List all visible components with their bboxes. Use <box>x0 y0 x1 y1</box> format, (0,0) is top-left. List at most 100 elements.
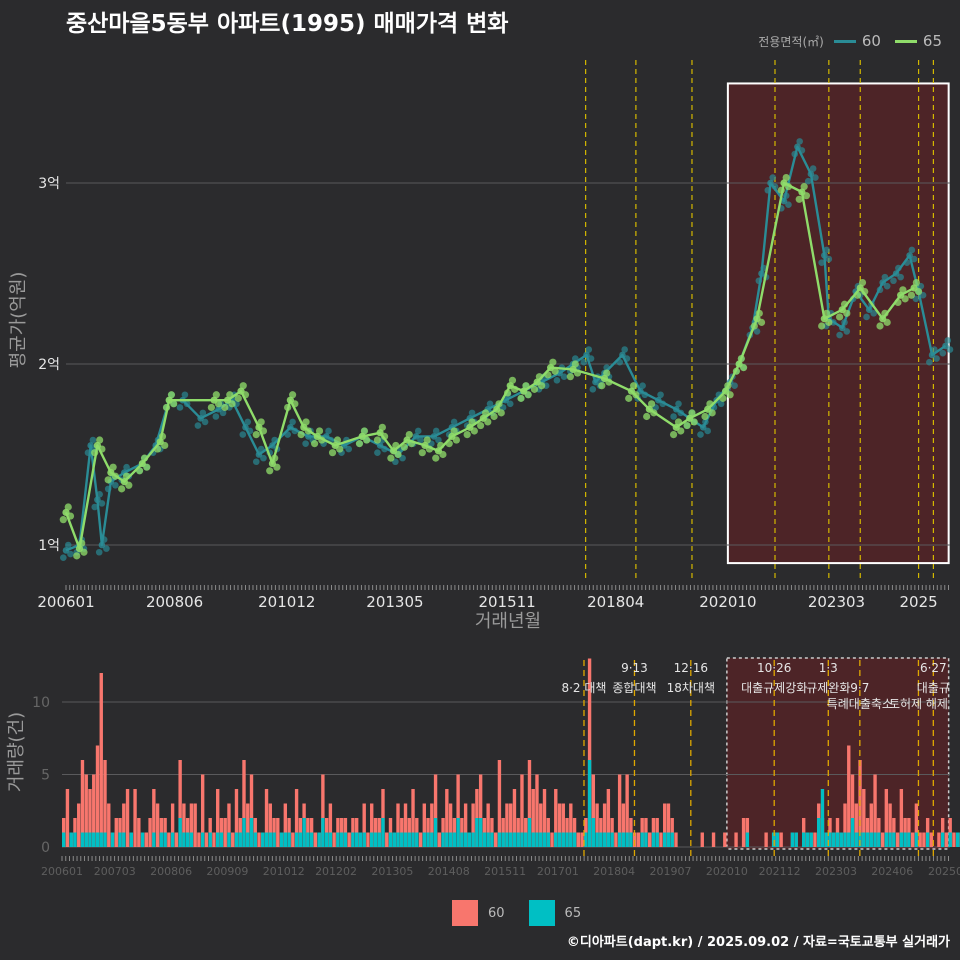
volume-bar-65 <box>152 832 156 847</box>
price-point-65 <box>912 278 920 287</box>
volume-bar-65 <box>565 832 569 847</box>
bar-legend-label-65: 65 <box>564 905 582 921</box>
price-point-65 <box>683 421 691 430</box>
volume-bar-65 <box>317 832 321 847</box>
volume-bar-60 <box>84 774 88 847</box>
price-point-60 <box>345 445 353 453</box>
volume-bar-60 <box>99 673 103 847</box>
volume-bar-65 <box>392 832 396 847</box>
volume-bar-60 <box>80 760 85 847</box>
price-point-60 <box>417 436 424 444</box>
bar-x-tick-label: 200909 <box>206 865 248 878</box>
price-point-65 <box>125 481 133 489</box>
volume-bar-65 <box>336 832 340 847</box>
volume-bar-60 <box>813 832 817 847</box>
price-point-65 <box>387 454 395 462</box>
bar-x-tick-label: 201012 <box>263 865 305 878</box>
price-point-65 <box>757 318 766 326</box>
volume-bar-65 <box>407 832 411 847</box>
price-point-65 <box>80 548 88 556</box>
volume-bar-65 <box>294 832 299 847</box>
price-point-65 <box>701 412 709 421</box>
volume-bar-65 <box>448 832 453 847</box>
volume-bar-60 <box>362 803 366 847</box>
price-point-65 <box>59 516 67 524</box>
volume-bar-65 <box>445 832 449 847</box>
volume-bar-65 <box>617 832 622 847</box>
volume-bar-60 <box>321 774 325 847</box>
volume-bar-65 <box>805 832 810 847</box>
volume-bar-60 <box>520 774 524 847</box>
volume-bar-65 <box>490 832 494 847</box>
policy-annotation: 12·16 <box>674 661 708 675</box>
price-point-65 <box>373 436 382 444</box>
volume-bar-65 <box>877 832 881 847</box>
volume-bar-65 <box>858 832 862 847</box>
volume-bar-65 <box>373 832 378 847</box>
volume-bar-65 <box>610 832 614 847</box>
volume-bar-60 <box>204 832 209 847</box>
volume-bar-65 <box>328 832 333 847</box>
price-point-65 <box>825 318 833 326</box>
volume-bar-60 <box>918 832 922 847</box>
volume-bar-65 <box>377 832 381 847</box>
volume-bar-60 <box>557 803 562 847</box>
volume-bar-60 <box>88 789 92 847</box>
volume-bar-60 <box>264 789 269 847</box>
volume-bar-60 <box>659 832 663 847</box>
price-point-65 <box>858 278 867 287</box>
price-point-60 <box>697 431 704 438</box>
volume-bar-60 <box>347 832 351 847</box>
volume-bar-60 <box>922 832 926 847</box>
volume-bar-65 <box>802 832 806 847</box>
price-point-60 <box>863 313 870 321</box>
volume-bar-65 <box>790 832 795 847</box>
policy-annotation: 규제완화 <box>806 681 850 695</box>
price-point-65 <box>802 192 811 200</box>
price-point-60 <box>890 277 897 285</box>
price-point-60 <box>657 391 664 399</box>
price-point-60 <box>809 165 817 172</box>
policy-annotation: 18차대책 <box>667 680 715 695</box>
price-point-65 <box>355 440 364 448</box>
policy-annotation: 대출규 <box>917 681 950 695</box>
policy-annotation: 대출규제강화 <box>741 681 807 695</box>
volume-bar-60 <box>200 774 205 847</box>
volume-bar-65 <box>925 832 930 847</box>
bar-x-tick-label: 20250 <box>928 865 960 878</box>
volume-bar-65 <box>475 818 479 847</box>
volume-bar-60 <box>899 789 904 847</box>
x-tick-label: 200806 <box>146 593 203 611</box>
volume-bar-65 <box>888 832 892 847</box>
volume-bar-65 <box>249 818 254 847</box>
price-point-65 <box>394 450 402 459</box>
price-point-60 <box>933 355 940 362</box>
volume-bar-60 <box>137 818 141 847</box>
volume-bar-60 <box>509 803 513 847</box>
price-point-60 <box>123 463 130 471</box>
bar-legend-swatch-65 <box>528 900 555 926</box>
volume-bar-65 <box>584 832 588 847</box>
volume-bar-60 <box>486 803 490 847</box>
volume-bar-65 <box>817 818 821 847</box>
price-point-60 <box>194 422 202 429</box>
bar-y-tick-label: 10 <box>32 695 50 711</box>
volume-bar-60 <box>152 789 156 847</box>
price-point-65 <box>625 394 633 402</box>
volume-bar-65 <box>482 832 487 847</box>
volume-bar-60 <box>914 803 919 847</box>
price-point-60 <box>670 413 677 420</box>
price-point-60 <box>870 310 878 317</box>
policy-annotation: 특례대출축소 <box>827 697 893 711</box>
price-point-65 <box>289 391 297 399</box>
volume-bar-60 <box>591 774 596 847</box>
volume-bar-65 <box>208 832 212 847</box>
volume-bar-65 <box>463 832 468 847</box>
x-tick-label: 201804 <box>587 593 644 611</box>
price-point-65 <box>643 412 651 421</box>
policy-annotation: 토허제 해제 <box>889 697 948 711</box>
bar-y-tick-label: 0 <box>41 840 50 856</box>
volume-bar-60 <box>471 803 475 847</box>
volume-bar-65 <box>794 832 798 847</box>
price-point-60 <box>181 391 189 399</box>
